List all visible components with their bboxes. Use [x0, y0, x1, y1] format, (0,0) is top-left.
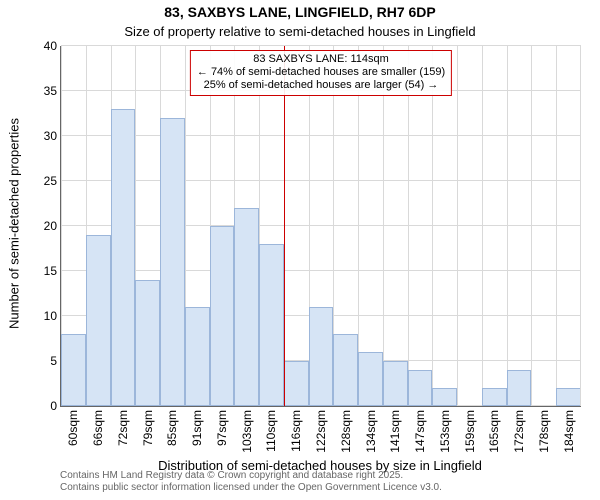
histogram-bar [111, 109, 136, 406]
annotation-line: 25% of semi-detached houses are larger (… [197, 79, 445, 92]
x-tick-label: 116sqm [289, 406, 303, 452]
histogram-bar [259, 244, 284, 406]
histogram-bar [135, 280, 160, 406]
gridline-horizontal [61, 180, 581, 181]
x-tick-label: 79sqm [141, 406, 155, 446]
x-tick-label: 85sqm [165, 406, 179, 446]
histogram-bar [408, 370, 433, 406]
y-axis-label: Number of semi-detached properties [7, 104, 22, 344]
histogram-bar [86, 235, 111, 406]
y-tick-label: 5 [50, 354, 61, 368]
plot-area: 051015202530354060sqm66sqm72sqm79sqm85sq… [60, 46, 581, 407]
gridline-vertical [507, 46, 508, 406]
footer-line: Contains HM Land Registry data © Crown c… [60, 470, 442, 482]
chart-container: 83, SAXBYS LANE, LINGFIELD, RH7 6DP Size… [0, 0, 600, 500]
reference-line [284, 46, 286, 406]
gridline-vertical [482, 46, 483, 406]
x-tick-label: 178sqm [537, 406, 551, 453]
x-tick-label: 147sqm [413, 406, 427, 453]
histogram-bar [482, 388, 507, 406]
attribution-footer: Contains HM Land Registry data © Crown c… [60, 470, 442, 494]
x-tick-label: 184sqm [562, 406, 576, 453]
gridline-horizontal [61, 135, 581, 136]
gridline-vertical [408, 46, 409, 406]
gridline-vertical [432, 46, 433, 406]
gridline-vertical [580, 46, 581, 406]
histogram-bar [210, 226, 235, 406]
chart-title: 83, SAXBYS LANE, LINGFIELD, RH7 6DP [0, 4, 600, 20]
x-tick-label: 134sqm [364, 406, 378, 453]
histogram-bar [160, 118, 185, 406]
x-tick-label: 122sqm [314, 406, 328, 453]
x-tick-label: 60sqm [66, 406, 80, 446]
histogram-bar [309, 307, 334, 406]
histogram-bar [383, 361, 408, 406]
y-tick-label: 25 [44, 174, 61, 188]
histogram-bar [556, 388, 581, 406]
gridline-horizontal [61, 225, 581, 226]
annotation-line: 83 SAXBYS LANE: 114sqm [197, 53, 445, 66]
histogram-bar [61, 334, 86, 406]
gridline-vertical [556, 46, 557, 406]
histogram-bar [507, 370, 532, 406]
y-tick-label: 40 [44, 39, 61, 53]
x-tick-label: 66sqm [91, 406, 105, 446]
x-tick-label: 141sqm [388, 406, 402, 453]
footer-line: Contains public sector information licen… [60, 482, 442, 494]
gridline-horizontal [61, 45, 581, 46]
histogram-bar [358, 352, 383, 406]
x-tick-label: 91sqm [190, 406, 204, 446]
gridline-vertical [457, 46, 458, 406]
x-tick-label: 172sqm [512, 406, 526, 453]
x-tick-label: 128sqm [339, 406, 353, 453]
y-tick-label: 10 [44, 309, 61, 323]
histogram-bar [333, 334, 358, 406]
x-tick-label: 97sqm [215, 406, 229, 446]
x-tick-label: 110sqm [264, 406, 278, 452]
x-tick-label: 165sqm [487, 406, 501, 453]
y-tick-label: 20 [44, 219, 61, 233]
y-tick-label: 0 [50, 399, 61, 413]
annotation-box: 83 SAXBYS LANE: 114sqm← 74% of semi-deta… [190, 50, 452, 96]
y-tick-label: 35 [44, 84, 61, 98]
histogram-bar [234, 208, 259, 406]
x-tick-label: 153sqm [438, 406, 452, 453]
x-tick-label: 159sqm [463, 406, 477, 453]
y-tick-label: 30 [44, 129, 61, 143]
y-tick-label: 15 [44, 264, 61, 278]
x-tick-label: 72sqm [116, 406, 130, 446]
histogram-bar [185, 307, 210, 406]
gridline-vertical [383, 46, 384, 406]
x-tick-label: 103sqm [240, 406, 254, 453]
annotation-line: ← 74% of semi-detached houses are smalle… [197, 66, 445, 79]
chart-subtitle: Size of property relative to semi-detach… [0, 24, 600, 39]
gridline-horizontal [61, 270, 581, 271]
gridline-vertical [531, 46, 532, 406]
histogram-bar [432, 388, 457, 406]
histogram-bar [284, 361, 309, 406]
